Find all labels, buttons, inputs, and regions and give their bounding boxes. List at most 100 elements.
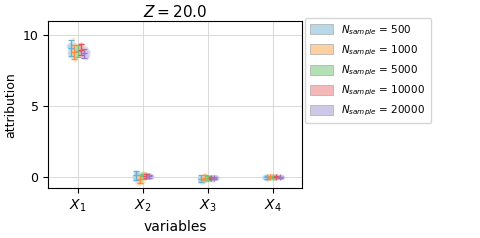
- Point: [195, 176, 203, 180]
- Point: [80, 50, 88, 54]
- Point: [263, 176, 270, 180]
- Point: [266, 175, 274, 179]
- Point: [83, 55, 91, 59]
- Point: [138, 174, 146, 178]
- Point: [207, 176, 215, 179]
- Point: [142, 174, 149, 178]
- Point: [203, 176, 210, 180]
- Point: [272, 175, 279, 178]
- Point: [84, 50, 92, 54]
- Point: [144, 173, 151, 177]
- Point: [272, 175, 279, 179]
- Point: [278, 175, 286, 179]
- Point: [272, 174, 279, 178]
- Point: [69, 37, 77, 41]
- Point: [68, 46, 75, 50]
- Point: [205, 177, 213, 181]
- Point: [197, 176, 205, 180]
- Point: [73, 46, 81, 50]
- Point: [131, 173, 139, 177]
- Point: [262, 175, 270, 179]
- Point: [204, 177, 212, 181]
- Point: [143, 174, 150, 178]
- Point: [144, 174, 151, 178]
- Point: [146, 174, 154, 178]
- Point: [77, 48, 84, 51]
- Point: [68, 43, 75, 47]
- Point: [271, 175, 279, 179]
- Point: [270, 175, 277, 179]
- Point: [133, 174, 141, 178]
- Title: $Z = 20.0$: $Z = 20.0$: [143, 4, 207, 20]
- Point: [277, 175, 285, 179]
- Point: [70, 55, 77, 59]
- Point: [68, 49, 75, 53]
- Point: [272, 174, 280, 178]
- Point: [137, 174, 144, 178]
- Point: [139, 174, 146, 178]
- Point: [206, 177, 214, 181]
- Point: [208, 176, 216, 180]
- Point: [135, 172, 143, 175]
- Point: [141, 172, 149, 176]
- Point: [144, 174, 152, 178]
- Point: [83, 49, 90, 53]
- Point: [143, 173, 151, 177]
- Point: [72, 51, 79, 55]
- Point: [272, 175, 279, 179]
- Point: [65, 44, 72, 48]
- Point: [265, 175, 273, 178]
- Point: [272, 175, 280, 178]
- Point: [275, 175, 283, 179]
- Point: [208, 176, 216, 180]
- Point: [69, 50, 77, 54]
- Point: [72, 48, 80, 52]
- Point: [273, 175, 280, 179]
- Point: [146, 174, 154, 178]
- Point: [142, 174, 149, 178]
- Point: [210, 176, 217, 179]
- Point: [262, 176, 269, 179]
- Point: [269, 175, 276, 179]
- Point: [144, 174, 152, 178]
- Point: [141, 174, 149, 178]
- Point: [132, 173, 140, 176]
- Point: [209, 175, 217, 179]
- Point: [134, 178, 142, 182]
- Point: [78, 48, 86, 52]
- Point: [201, 175, 209, 179]
- Point: [196, 175, 204, 179]
- Point: [141, 172, 149, 176]
- Point: [278, 175, 286, 179]
- Point: [276, 176, 283, 179]
- Point: [200, 174, 208, 178]
- Point: [211, 177, 219, 180]
- Point: [136, 176, 144, 180]
- Point: [276, 175, 283, 179]
- Point: [145, 173, 153, 177]
- Point: [138, 179, 145, 183]
- Point: [264, 175, 271, 179]
- Point: [135, 174, 143, 178]
- Point: [272, 174, 280, 178]
- Point: [196, 178, 204, 182]
- Point: [196, 178, 204, 182]
- Point: [76, 50, 84, 54]
- Point: [273, 174, 281, 178]
- Point: [76, 50, 84, 54]
- Point: [132, 175, 139, 179]
- Point: [136, 180, 144, 184]
- Point: [210, 176, 218, 180]
- Point: [277, 175, 285, 179]
- Point: [198, 175, 205, 178]
- Point: [269, 175, 277, 179]
- Point: [139, 175, 146, 179]
- Point: [132, 173, 140, 177]
- Point: [67, 43, 74, 47]
- Point: [80, 54, 87, 58]
- Point: [137, 174, 145, 177]
- Point: [80, 48, 87, 52]
- Point: [142, 175, 149, 178]
- Point: [143, 174, 151, 178]
- Point: [270, 175, 278, 178]
